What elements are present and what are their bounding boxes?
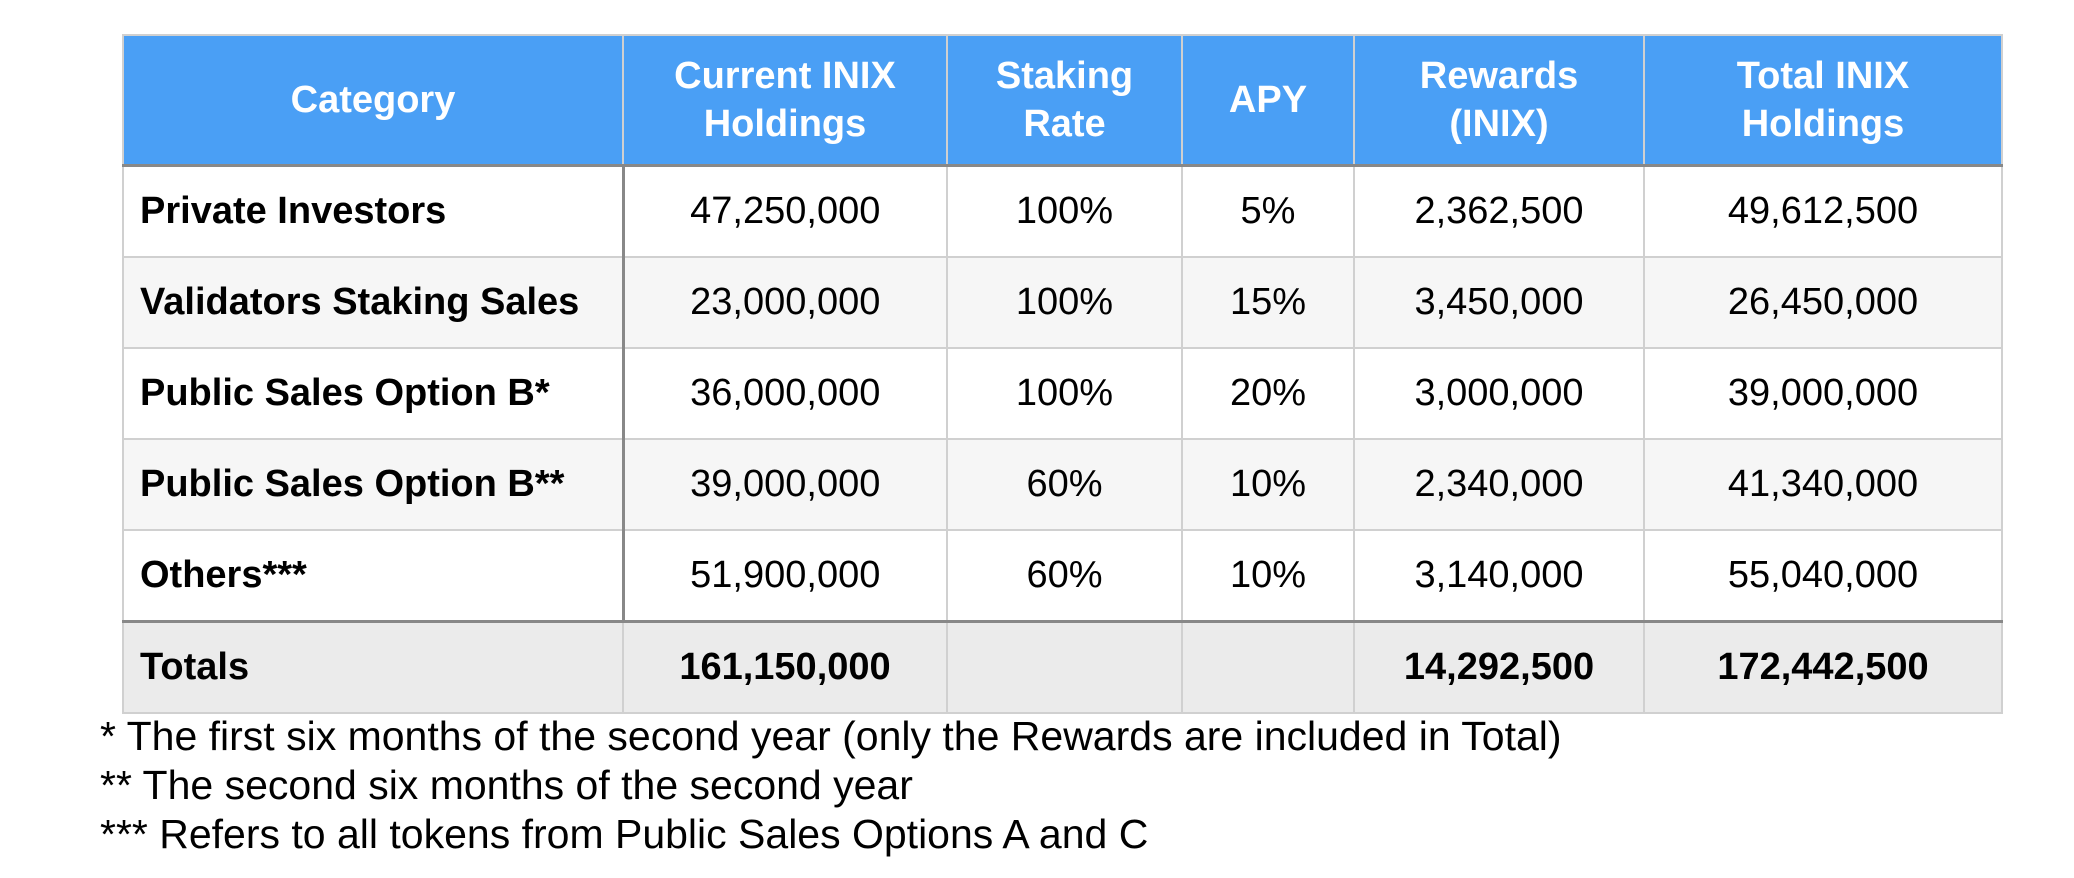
footnote-double-asterisk: ** The second six months of the second y… [100,762,913,808]
cell-category: Validators Staking Sales [122,256,625,349]
cell-current-holdings: 51,900,000 [622,529,948,623]
header-row: Category Current INIX Holdings Staking Rat… [122,34,2003,167]
header-rewards: Rewards (INIX) [1353,34,1645,167]
totals-staking-rate [946,620,1183,714]
cell-current-holdings: 47,250,000 [622,164,948,258]
cell-rewards: 2,362,500 [1353,164,1645,258]
cell-apy: 5% [1181,164,1355,258]
header-category: Category [122,34,624,167]
cell-rewards: 3,000,000 [1353,347,1645,440]
footnote-single-asterisk: * The first six months of the second yea… [100,713,1562,759]
cell-category: Private Investors [122,164,625,258]
table-header: Category Current INIX Holdings Staking Rat… [122,34,2003,167]
table-footer: Totals 161,150,000 14,292,500 172,442,50… [122,620,2003,714]
table-row: Public Sales Option B* 36,000,000 100% 2… [122,347,2003,440]
header-apy: APY [1181,34,1355,167]
cell-current-holdings: 36,000,000 [622,347,948,440]
table-row: Others*** 51,900,000 60% 10% 3,140,000 5… [122,529,2003,623]
table-row: Public Sales Option B** 39,000,000 60% 1… [122,438,2003,531]
cell-staking-rate: 60% [946,438,1183,531]
header-current-holdings: Current INIX Holdings [622,34,948,167]
cell-current-holdings: 23,000,000 [622,256,948,349]
cell-rewards: 3,450,000 [1353,256,1645,349]
inix-holdings-table: Category Current INIX Holdings Staking Rat… [122,34,2003,714]
cell-apy: 20% [1181,347,1355,440]
cell-staking-rate: 100% [946,347,1183,440]
table-body: Private Investors 47,250,000 100% 5% 2,3… [122,164,2003,623]
footnotes: * The first six months of the second yea… [100,712,1562,859]
cell-total-holdings: 26,450,000 [1643,256,2003,349]
footnote-triple-asterisk: *** Refers to all tokens from Public Sal… [100,811,1149,857]
cell-category: Public Sales Option B* [122,347,625,440]
totals-apy [1181,620,1355,714]
header-total-holdings: Total INIX Holdings [1643,34,2003,167]
cell-staking-rate: 60% [946,529,1183,623]
header-staking-rate: Staking Rate [946,34,1183,167]
cell-total-holdings: 39,000,000 [1643,347,2003,440]
totals-rewards: 14,292,500 [1353,620,1645,714]
cell-total-holdings: 55,040,000 [1643,529,2003,623]
cell-apy: 15% [1181,256,1355,349]
cell-staking-rate: 100% [946,164,1183,258]
cell-staking-rate: 100% [946,256,1183,349]
cell-apy: 10% [1181,438,1355,531]
table-row: Private Investors 47,250,000 100% 5% 2,3… [122,164,2003,258]
cell-total-holdings: 49,612,500 [1643,164,2003,258]
cell-current-holdings: 39,000,000 [622,438,948,531]
totals-current-holdings: 161,150,000 [622,620,948,714]
totals-row: Totals 161,150,000 14,292,500 172,442,50… [122,620,2003,714]
cell-rewards: 3,140,000 [1353,529,1645,623]
totals-total-holdings: 172,442,500 [1643,620,2003,714]
cell-rewards: 2,340,000 [1353,438,1645,531]
cell-total-holdings: 41,340,000 [1643,438,2003,531]
cell-category: Others*** [122,529,625,623]
cell-category: Public Sales Option B** [122,438,625,531]
cell-apy: 10% [1181,529,1355,623]
table-row: Validators Staking Sales 23,000,000 100%… [122,256,2003,349]
totals-label: Totals [122,620,624,714]
